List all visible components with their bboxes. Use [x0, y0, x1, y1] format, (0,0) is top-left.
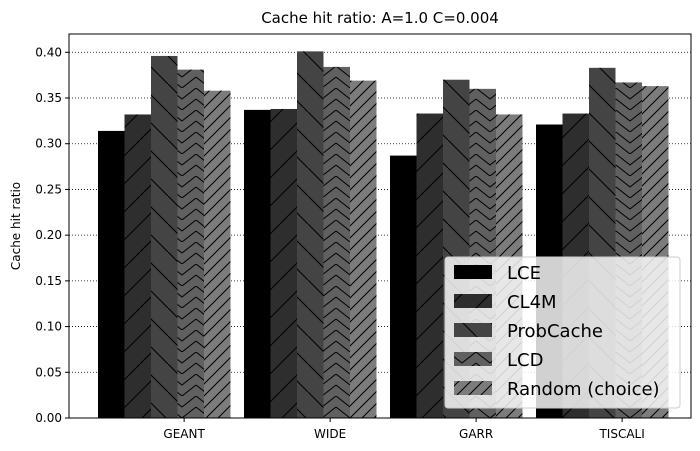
- bar-hatch: [177, 69, 204, 419]
- x-tick-label: TISCALI: [598, 427, 644, 441]
- plot-frame: [68, 33, 692, 419]
- bar-hatch: [297, 51, 324, 418]
- legend-entry: ProbCache: [454, 321, 603, 342]
- bar-fill: [98, 130, 125, 418]
- x-tick-label: GARR: [459, 427, 493, 441]
- bar: [177, 69, 204, 419]
- bar: [416, 113, 443, 419]
- bar: [390, 155, 417, 418]
- legend-swatch: [454, 265, 492, 279]
- bar-hatch: [151, 55, 178, 418]
- y-tick-label: 0.10: [35, 320, 62, 334]
- bar-fill: [244, 109, 271, 418]
- bar: [204, 90, 231, 418]
- legend-swatch-hatch: [454, 323, 492, 337]
- y-tick-label: 0.15: [35, 274, 62, 288]
- legend-entry: Random (choice): [454, 379, 660, 400]
- chart-title: Cache hit ratio: A=1.0 C=0.004: [261, 9, 499, 27]
- legend-label: ProbCache: [507, 321, 603, 342]
- bar: [350, 80, 377, 418]
- y-axis: 0.00 0.05 0.10 0.15 0.20 0.25 0.30 0.35 0.40: [35, 45, 69, 425]
- legend: LCE CL4M ProbCache LCD Random (choice): [444, 256, 681, 409]
- y-tick-label: 0.40: [35, 45, 62, 59]
- bar: [151, 55, 178, 418]
- legend-box: [444, 256, 681, 409]
- bar-hatch: [350, 80, 377, 418]
- legend-label: CL4M: [507, 292, 557, 313]
- y-tick-label: 0.35: [35, 91, 62, 105]
- x-tick-label: WIDE: [314, 427, 346, 441]
- x-axis: GEANT WIDE GARR TISCALI: [163, 418, 645, 441]
- legend-label: Random (choice): [507, 379, 660, 400]
- legend-swatch-hatch: [454, 352, 492, 366]
- bar: [297, 51, 324, 418]
- y-tick-label: 0.25: [35, 182, 62, 196]
- y-tick-label: 0.00: [35, 411, 62, 425]
- bar: [323, 66, 350, 419]
- bar: [124, 114, 151, 418]
- bar-hatch: [323, 66, 350, 419]
- legend-swatch-hatch: [454, 294, 492, 308]
- bar-hatch: [204, 90, 231, 418]
- bar-hatch: [270, 108, 297, 418]
- y-tick-label: 0.20: [35, 228, 62, 242]
- bar: [244, 109, 271, 418]
- bar: [98, 130, 125, 418]
- bar-fill: [390, 155, 417, 418]
- legend-entry: CL4M: [454, 292, 557, 313]
- legend-entry: LCD: [454, 350, 543, 371]
- y-tick-label: 0.05: [35, 365, 62, 379]
- legend-swatch-hatch: [454, 381, 492, 395]
- legend-label: LCD: [507, 350, 543, 371]
- legend-entry: LCE: [454, 263, 541, 284]
- legend-label: LCE: [507, 263, 541, 284]
- bar-hatch: [416, 113, 443, 419]
- y-axis-label: Cache hit ratio: [9, 182, 23, 270]
- bar: [270, 108, 297, 418]
- x-tick-label: GEANT: [163, 427, 205, 441]
- bar-hatch: [124, 114, 151, 418]
- y-tick-label: 0.30: [35, 137, 62, 151]
